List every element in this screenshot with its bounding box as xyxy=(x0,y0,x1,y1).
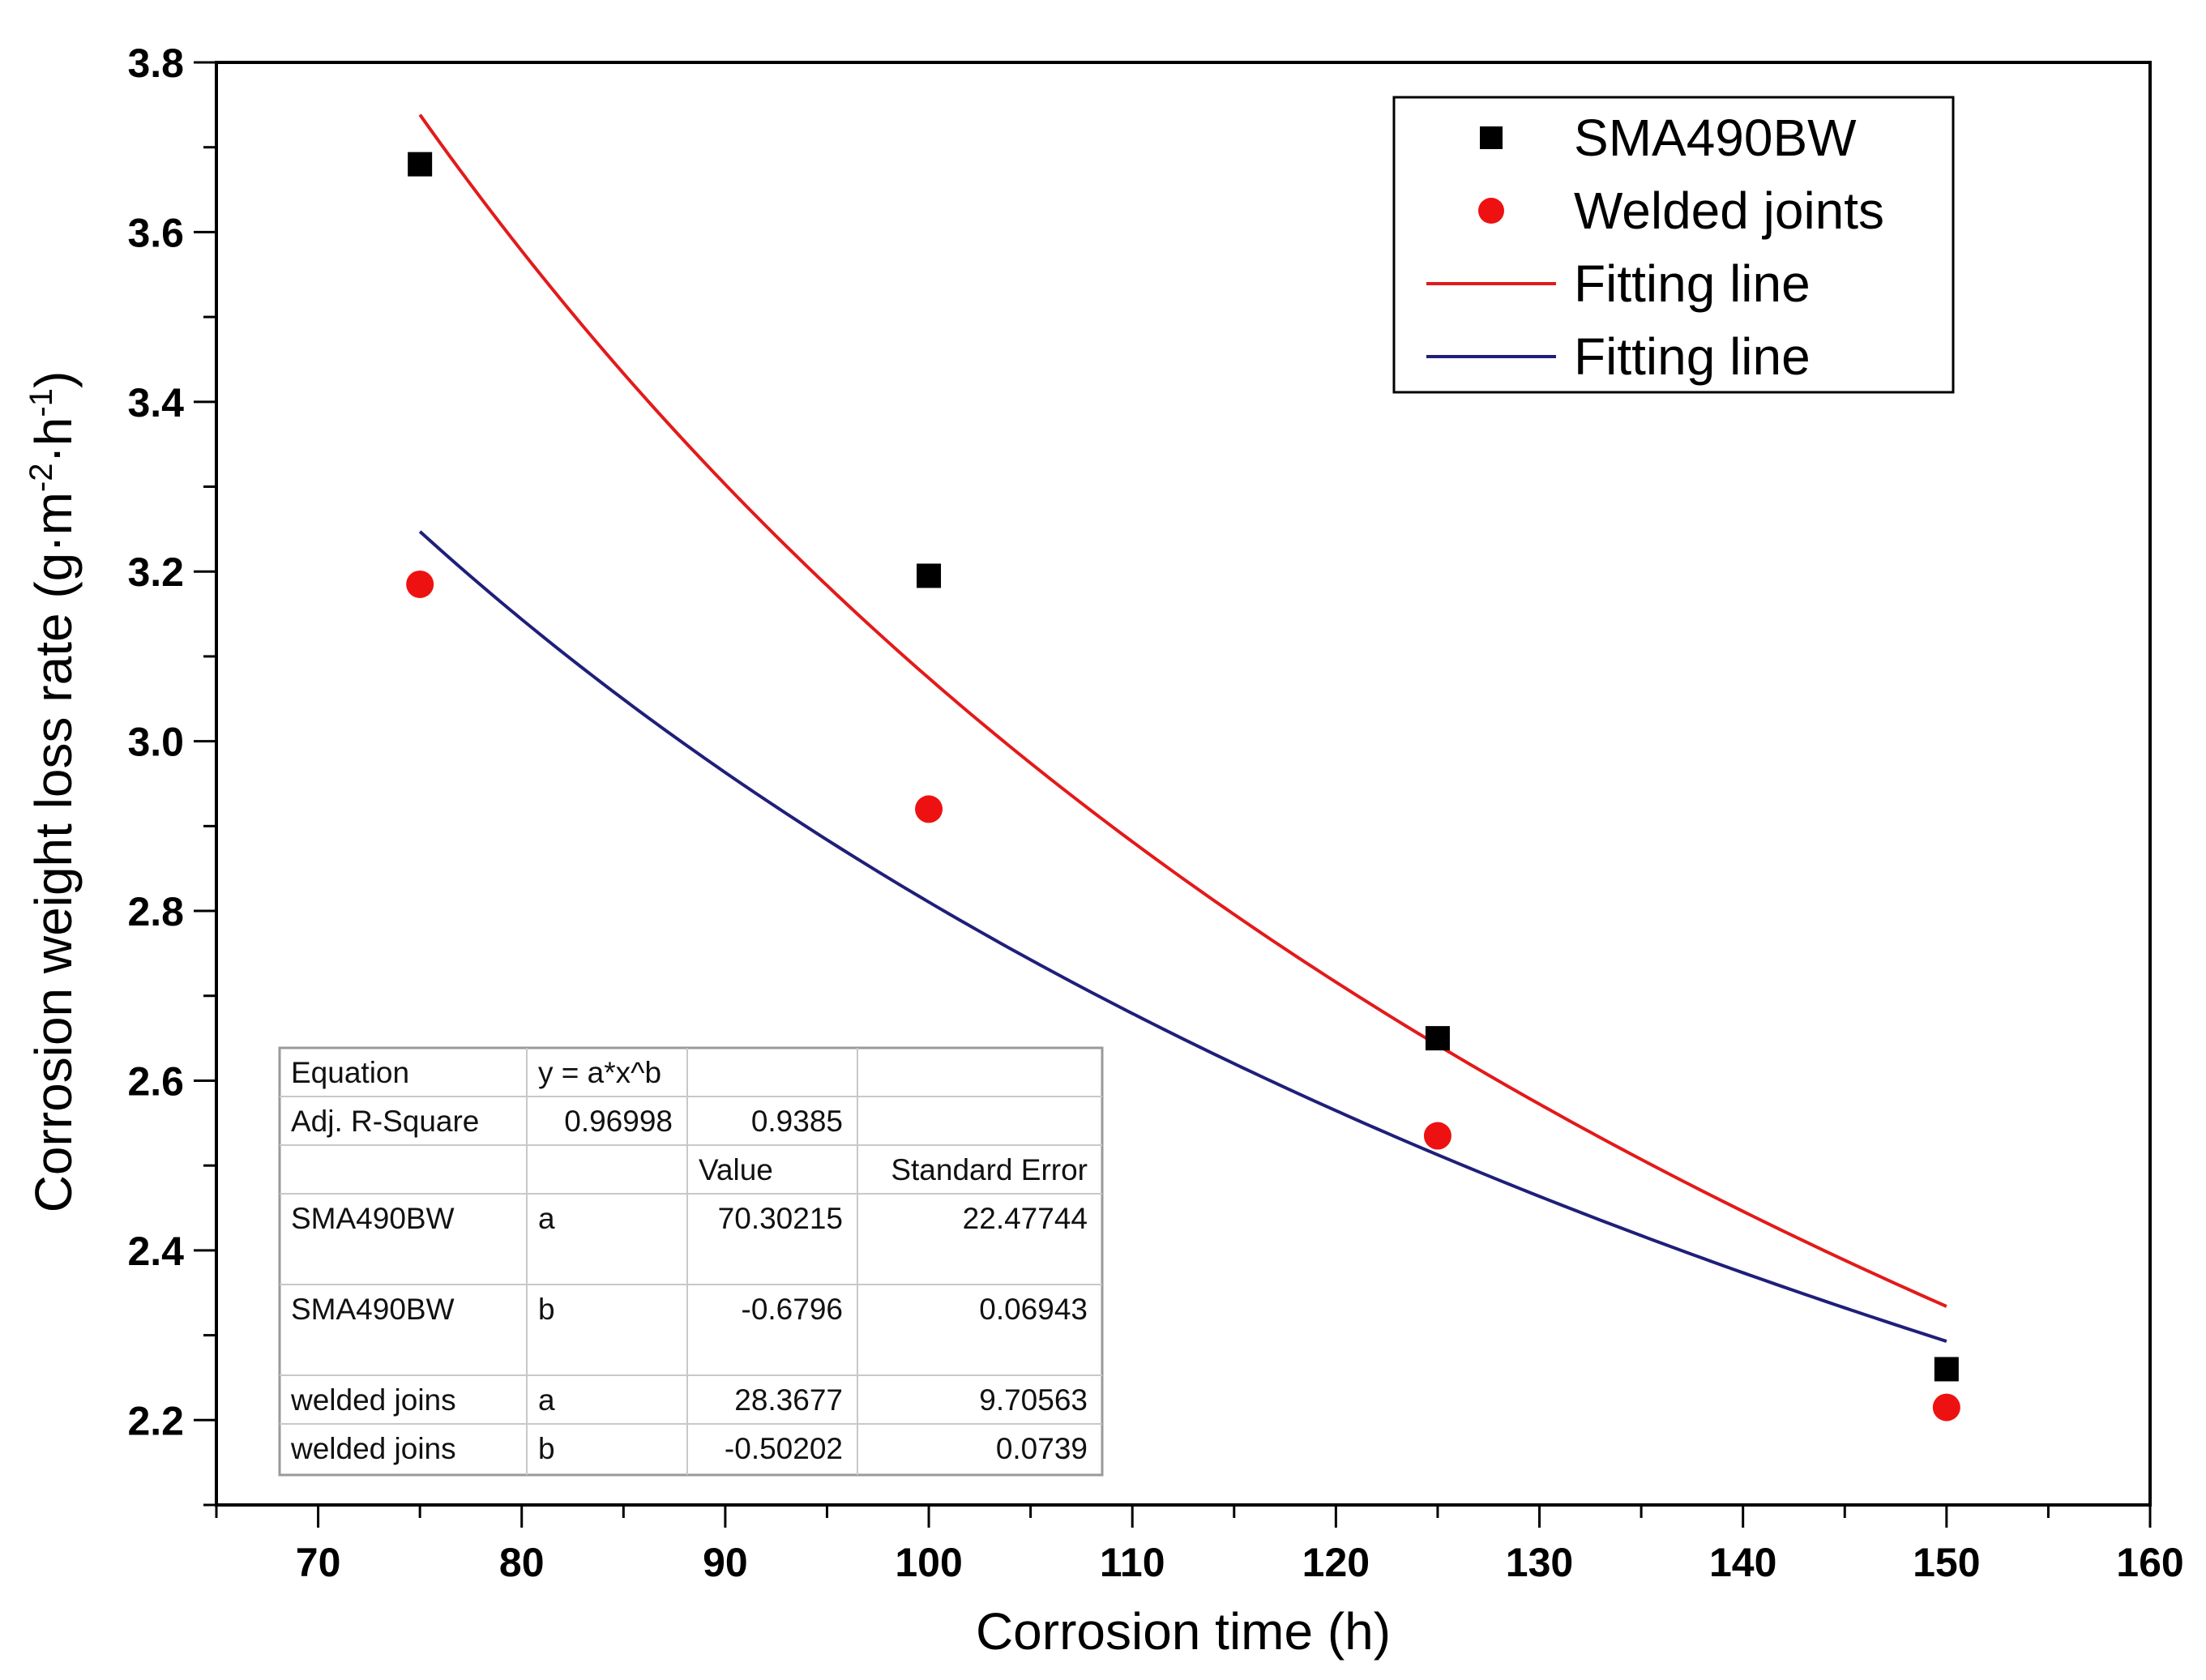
y-tick-label: 3.6 xyxy=(127,210,184,255)
point-welded-joints xyxy=(1423,1122,1451,1150)
x-tick-label: 80 xyxy=(499,1540,545,1585)
x-tick-label: 160 xyxy=(2116,1540,2183,1585)
table-cell: a xyxy=(538,1383,555,1417)
legend-item-sma490bw: SMA490BW xyxy=(1574,109,1857,167)
y-axis-title-part: ) xyxy=(24,371,83,388)
point-sma490bw xyxy=(1934,1357,1959,1382)
y-axis-title-part: ·h xyxy=(24,417,83,464)
table-cell: 0.96998 xyxy=(564,1105,673,1138)
legend-marker-square xyxy=(1480,126,1503,149)
y-tick-label: 3.8 xyxy=(127,41,184,86)
plot-frame xyxy=(215,61,2152,1507)
x-tick-label: 70 xyxy=(296,1540,341,1585)
legend-box xyxy=(1392,96,1955,394)
fit-table-frame xyxy=(278,1046,1104,1477)
fit-line-2 xyxy=(418,530,1947,1343)
legend-item-fit-blue: Fitting line xyxy=(1574,327,1811,386)
y-axis-title: Corrosion weight loss rate (g·m-2·h-1) xyxy=(24,371,83,1213)
table-cell: 9.70563 xyxy=(979,1383,1088,1417)
y-tick-label: 2.2 xyxy=(127,1398,184,1443)
point-welded-joints xyxy=(406,570,434,598)
y-tick-label: 2.6 xyxy=(127,1058,184,1104)
table-cell: 0.0739 xyxy=(996,1432,1088,1465)
x-tick-label: 100 xyxy=(895,1540,962,1585)
table-cell: SMA490BW xyxy=(291,1293,455,1326)
point-sma490bw xyxy=(917,563,942,588)
table-cell: a xyxy=(538,1202,555,1235)
point-sma490bw xyxy=(408,152,433,177)
table-cell: Adj. R-Square xyxy=(291,1105,479,1138)
table-cell: SMA490BW xyxy=(291,1202,455,1235)
table-cell: y = a*x^b xyxy=(538,1056,661,1089)
y-axis-title-part: Corrosion weight loss rate (g·m xyxy=(24,492,83,1212)
x-tick-label: 130 xyxy=(1506,1540,1573,1585)
table-cell: 28.3677 xyxy=(734,1383,843,1417)
table-cell: 0.06943 xyxy=(979,1293,1088,1326)
point-welded-joints xyxy=(1932,1393,1960,1421)
table-cell: welded joins xyxy=(290,1432,456,1465)
point-welded-joints xyxy=(915,795,943,823)
y-tick-label: 2.4 xyxy=(127,1229,184,1274)
table-cell: 22.47744 xyxy=(963,1202,1088,1235)
x-axis-title: Corrosion time (h) xyxy=(976,1602,1391,1661)
y-axis-title-part: -2 xyxy=(24,464,59,493)
x-tick-label: 120 xyxy=(1302,1540,1370,1585)
x-tick-label: 140 xyxy=(1709,1540,1776,1585)
x-tick-label: 90 xyxy=(703,1540,748,1585)
x-tick-label: 110 xyxy=(1100,1540,1165,1585)
table-cell: b xyxy=(538,1293,555,1326)
table-cell: 0.9385 xyxy=(751,1105,843,1138)
table-cell: Standard Error xyxy=(891,1153,1088,1186)
fit-line-1 xyxy=(418,113,1947,1308)
table-cell: b xyxy=(538,1432,555,1465)
table-cell: 70.30215 xyxy=(718,1202,843,1235)
point-sma490bw xyxy=(1425,1026,1450,1051)
table-cell: -0.50202 xyxy=(725,1432,843,1465)
legend-item-fit-red: Fitting line xyxy=(1574,254,1811,313)
x-tick-label: 150 xyxy=(1913,1540,1980,1585)
table-cell: Value xyxy=(699,1153,773,1186)
table-cell: Equation xyxy=(291,1056,409,1089)
y-axis-title-part: -1 xyxy=(24,388,59,417)
legend-item-welded-joints: Welded joints xyxy=(1574,182,1884,240)
y-tick-label: 3.0 xyxy=(127,720,184,765)
table-cell: welded joins xyxy=(290,1383,456,1417)
y-tick-label: 2.8 xyxy=(127,889,184,934)
y-tick-label: 3.4 xyxy=(127,380,184,425)
table-cell: -0.6796 xyxy=(742,1293,844,1326)
legend-marker-circle xyxy=(1478,198,1504,224)
y-tick-label: 3.2 xyxy=(127,549,184,595)
